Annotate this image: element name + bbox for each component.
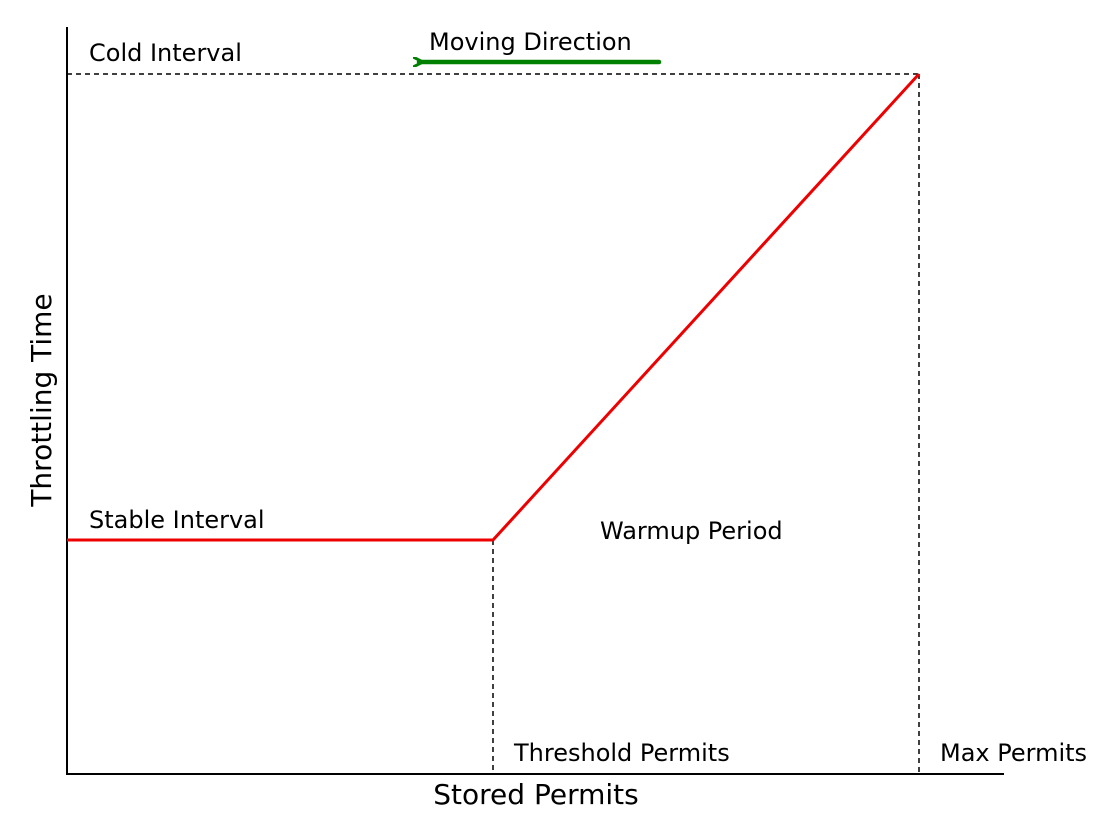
moving-direction-label: Moving Direction <box>429 28 632 56</box>
x-axis-label: Stored Permits <box>433 778 638 811</box>
cold-interval-label: Cold Interval <box>89 39 242 67</box>
throttling-curve <box>67 72 921 542</box>
threshold-permits-label: Threshold Permits <box>513 739 730 767</box>
warmup-period-label: Warmup Period <box>600 517 783 545</box>
max-permits-label: Max Permits <box>940 739 1087 767</box>
stable-interval-label: Stable Interval <box>89 506 265 534</box>
y-axis-label: Throttling Time <box>25 293 58 507</box>
